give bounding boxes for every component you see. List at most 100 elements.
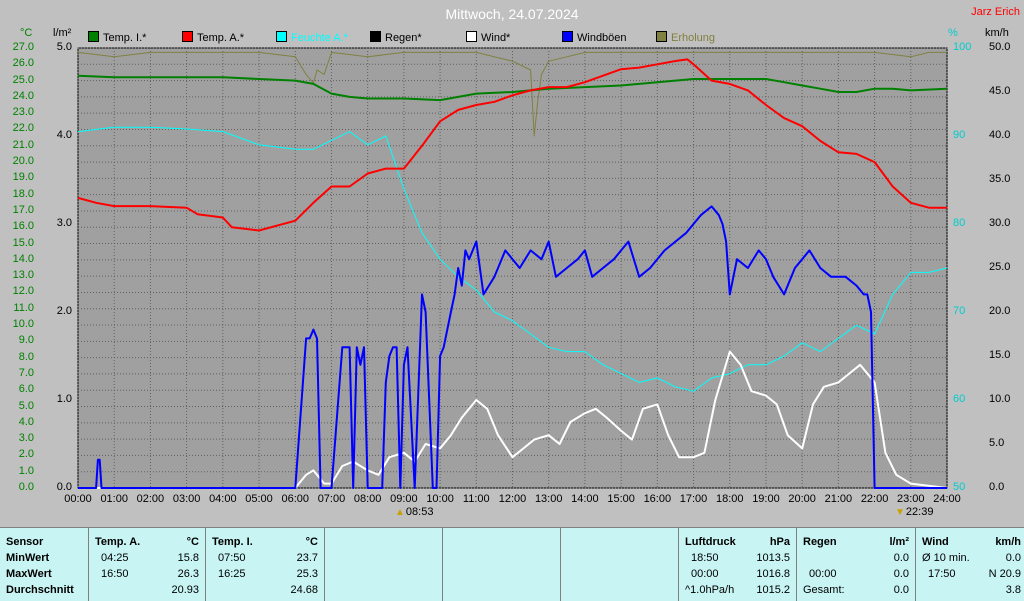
empty-column-3 bbox=[561, 528, 679, 601]
summary-table: Sensor MinWert MaxWert Durchschnitt Temp… bbox=[0, 527, 1024, 601]
temp-i-max-value: 25.3 bbox=[296, 568, 318, 580]
temp-tick-label: 6.0 bbox=[18, 383, 34, 396]
temp-tick-label: 18.0 bbox=[12, 187, 34, 200]
max-row-label: MaxWert bbox=[6, 568, 52, 580]
unit-temp-label: °C bbox=[20, 27, 33, 39]
unit-speed-label: km/h bbox=[985, 27, 1009, 39]
rain-tick-label: 2.0 bbox=[56, 305, 72, 317]
time-tick-label: 18:00 bbox=[715, 493, 744, 505]
speed-tick-label: 25.0 bbox=[989, 261, 1011, 273]
speed-tick-label: 40.0 bbox=[989, 129, 1011, 141]
temp-a-column: Temp. A. °C 04:25 15.8 16:50 26.3 20.93 bbox=[89, 528, 206, 601]
wind-header: Wind bbox=[922, 536, 949, 548]
time-tick-label: 10:00 bbox=[426, 493, 454, 505]
pressure-min-time: 18:50 bbox=[691, 552, 719, 564]
rain-max-time: 00:00 bbox=[809, 568, 837, 580]
legend-swatch bbox=[562, 31, 573, 42]
temp-tick-label: 25.0 bbox=[12, 73, 34, 86]
temp-i-max-time: 16:25 bbox=[218, 568, 246, 580]
humidity-tick-label: 90 bbox=[953, 129, 966, 141]
legend-label: Erholung bbox=[671, 32, 716, 44]
sunset-time: 22:39 bbox=[905, 506, 934, 518]
legend-item: Windböen bbox=[562, 31, 627, 44]
time-tick-label: 07:00 bbox=[317, 493, 346, 505]
temp-a-avg: 20.93 bbox=[171, 584, 199, 596]
temp-tick-label: 1.0 bbox=[18, 464, 34, 477]
rain-tick-label: 5.0 bbox=[56, 41, 72, 53]
temp-tick-label: 8.0 bbox=[18, 350, 34, 363]
time-tick-label: 23:00 bbox=[897, 493, 925, 505]
series-line-windb-en bbox=[78, 205, 947, 489]
rain-total: 0.0 bbox=[893, 584, 909, 596]
legend-swatch bbox=[276, 31, 287, 42]
sensor-column: Sensor MinWert MaxWert Durchschnitt bbox=[0, 528, 89, 601]
legend-swatch bbox=[88, 31, 99, 42]
temp-tick-label: 15.0 bbox=[12, 236, 34, 249]
unit-rain-label: l/m² bbox=[53, 27, 72, 39]
rain-header: Regen bbox=[803, 536, 837, 548]
speed-tick-label: 45.0 bbox=[989, 85, 1011, 97]
time-tick-label: 17:00 bbox=[679, 493, 708, 505]
time-tick-label: 08:00 bbox=[353, 493, 382, 505]
time-tick-label: 24:00 bbox=[933, 493, 961, 505]
legend-item: Temp. I.* bbox=[88, 31, 146, 44]
time-tick-label: 15:00 bbox=[607, 493, 635, 505]
sensor-header: Sensor bbox=[6, 536, 44, 548]
speed-tick-label: 5.0 bbox=[989, 437, 1005, 449]
rain-column: Regen l/m² 0.0 00:00 0.0 Gesamt: 0.0 bbox=[797, 528, 916, 601]
sunrise-time: 08:53 bbox=[405, 506, 434, 518]
wind-unit: km/h bbox=[995, 536, 1021, 548]
temp-i-unit: °C bbox=[305, 536, 318, 548]
temp-tick-label: 10.0 bbox=[12, 318, 34, 331]
speed-tick-label: 35.0 bbox=[989, 173, 1011, 185]
temp-a-max-value: 26.3 bbox=[177, 568, 199, 580]
series-line-wind bbox=[78, 350, 948, 489]
time-tick-label: 05:00 bbox=[245, 493, 273, 505]
legend-item: Regen* bbox=[370, 31, 422, 44]
pressure-column: Luftdruck hPa 18:50 1013.5 00:00 1016.8 … bbox=[679, 528, 797, 601]
legend-label: Wind* bbox=[481, 32, 511, 44]
time-tick-label: 01:00 bbox=[100, 493, 128, 505]
time-tick-label: 02:00 bbox=[136, 493, 165, 505]
humidity-tick-label: 50 bbox=[953, 481, 966, 493]
pressure-max-value: 1016.8 bbox=[756, 568, 790, 580]
time-tick-label: 00:00 bbox=[64, 493, 92, 505]
wind-avg: 3.8 bbox=[1005, 584, 1021, 596]
rain-min-value: 0.0 bbox=[893, 552, 909, 564]
temp-a-min-value: 15.8 bbox=[177, 552, 199, 564]
legend-swatch bbox=[466, 31, 477, 42]
temp-tick-label: 13.0 bbox=[12, 269, 34, 282]
series-line-temp-a bbox=[77, 58, 947, 232]
wind-max-time: 17:50 bbox=[928, 568, 956, 580]
temp-i-min-time: 07:50 bbox=[218, 552, 246, 564]
rain-total-label: Gesamt: bbox=[803, 584, 845, 596]
legend-swatch bbox=[370, 31, 381, 42]
legend-label: Regen* bbox=[385, 32, 422, 44]
speed-tick-label: 15.0 bbox=[989, 349, 1011, 361]
temp-tick-label: 2.0 bbox=[18, 448, 34, 461]
time-tick-label: 12:00 bbox=[498, 493, 527, 505]
legend-item: Wind* bbox=[466, 31, 510, 44]
min-row-label: MinWert bbox=[6, 552, 50, 564]
temp-tick-label: 7.0 bbox=[18, 366, 34, 379]
legend-label: Windböen bbox=[577, 32, 627, 44]
rain-tick-label: 4.0 bbox=[56, 129, 72, 141]
speed-tick-label: 30.0 bbox=[989, 217, 1011, 229]
pressure-max-time: 00:00 bbox=[691, 568, 719, 580]
empty-column-2 bbox=[443, 528, 561, 601]
pressure-avg: 1015.2 bbox=[756, 584, 790, 596]
temp-tick-label: 24.0 bbox=[12, 89, 34, 102]
time-tick-label: 16:00 bbox=[643, 493, 672, 505]
time-tick-label: 21:00 bbox=[824, 493, 853, 505]
series-line-feuchte-a bbox=[77, 126, 948, 392]
humidity-tick-label: 70 bbox=[953, 305, 966, 317]
sunset-marker: ▼22:39 bbox=[895, 506, 933, 518]
legend-swatch bbox=[182, 31, 193, 42]
time-tick-label: 13:00 bbox=[534, 493, 563, 505]
wind-min-value: 0.0 bbox=[1005, 552, 1021, 564]
time-tick-label: 20:00 bbox=[788, 493, 816, 505]
time-tick-label: 09:00 bbox=[390, 493, 418, 505]
time-tick-label: 03:00 bbox=[172, 493, 201, 505]
speed-tick-label: 0.0 bbox=[989, 481, 1005, 493]
sunset-icon: ▼ bbox=[895, 507, 905, 518]
